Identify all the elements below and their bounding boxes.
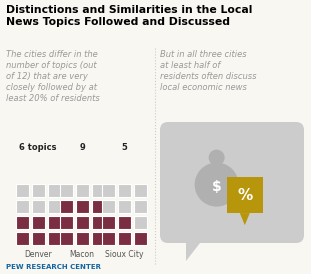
FancyBboxPatch shape (16, 184, 29, 197)
FancyBboxPatch shape (48, 200, 61, 213)
FancyBboxPatch shape (118, 216, 131, 229)
FancyBboxPatch shape (59, 200, 72, 213)
Circle shape (195, 162, 239, 207)
FancyBboxPatch shape (31, 216, 44, 229)
Polygon shape (240, 213, 250, 225)
FancyBboxPatch shape (227, 177, 263, 213)
FancyBboxPatch shape (91, 232, 104, 245)
FancyBboxPatch shape (133, 184, 146, 197)
FancyBboxPatch shape (101, 232, 114, 245)
Text: PEW RESEARCH CENTER: PEW RESEARCH CENTER (6, 264, 101, 270)
Text: %: % (237, 188, 253, 202)
FancyBboxPatch shape (48, 216, 61, 229)
Text: The cities differ in the
number of topics (out
of 12) that are very
closely foll: The cities differ in the number of topic… (6, 50, 100, 103)
FancyBboxPatch shape (160, 122, 304, 243)
Text: $: $ (212, 179, 221, 194)
FancyBboxPatch shape (118, 184, 131, 197)
Circle shape (209, 150, 225, 165)
FancyBboxPatch shape (16, 216, 29, 229)
FancyBboxPatch shape (16, 200, 29, 213)
FancyBboxPatch shape (16, 232, 29, 245)
FancyBboxPatch shape (101, 216, 114, 229)
FancyBboxPatch shape (76, 184, 89, 197)
Text: Denver: Denver (24, 250, 52, 259)
Text: But in all three cities
at least half of
residents often discuss
local economic : But in all three cities at least half of… (160, 50, 257, 92)
FancyBboxPatch shape (118, 232, 131, 245)
Text: Macon: Macon (69, 250, 95, 259)
Text: 5: 5 (121, 143, 127, 152)
FancyBboxPatch shape (59, 184, 72, 197)
FancyBboxPatch shape (48, 232, 61, 245)
FancyBboxPatch shape (133, 232, 146, 245)
FancyBboxPatch shape (31, 200, 44, 213)
FancyBboxPatch shape (91, 200, 104, 213)
FancyBboxPatch shape (133, 216, 146, 229)
FancyBboxPatch shape (31, 184, 44, 197)
FancyBboxPatch shape (59, 232, 72, 245)
FancyBboxPatch shape (59, 216, 72, 229)
FancyBboxPatch shape (118, 200, 131, 213)
Text: Sioux City: Sioux City (105, 250, 143, 259)
FancyBboxPatch shape (76, 232, 89, 245)
Polygon shape (186, 243, 200, 261)
FancyBboxPatch shape (101, 200, 114, 213)
FancyBboxPatch shape (76, 200, 89, 213)
FancyBboxPatch shape (91, 216, 104, 229)
FancyBboxPatch shape (31, 232, 44, 245)
FancyBboxPatch shape (133, 200, 146, 213)
Text: 6 topics: 6 topics (19, 143, 57, 152)
FancyBboxPatch shape (91, 184, 104, 197)
FancyBboxPatch shape (101, 184, 114, 197)
FancyBboxPatch shape (48, 184, 61, 197)
FancyBboxPatch shape (76, 216, 89, 229)
Text: Distinctions and Similarities in the Local
News Topics Followed and Discussed: Distinctions and Similarities in the Loc… (6, 5, 252, 27)
Text: 9: 9 (79, 143, 85, 152)
